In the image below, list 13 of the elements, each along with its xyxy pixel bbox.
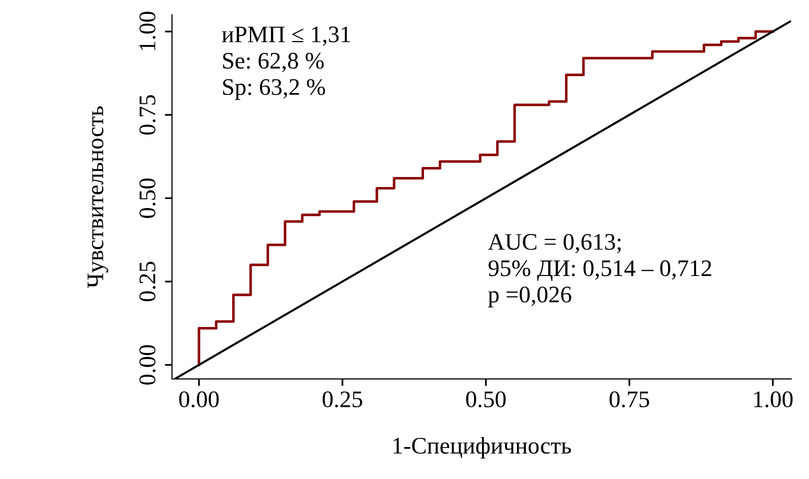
annotation: AUC = 0,613; 95% ДИ: 0,514 – 0,712 p =0,026 [488, 234, 712, 308]
y-tick-label: 0.25 [139, 262, 156, 302]
x-tick-label: 0.75 [610, 391, 650, 408]
y-tick-label: 0.50 [139, 178, 156, 218]
y-tick-label: 1.00 [139, 12, 156, 50]
x-tick-label: 0.25 [322, 391, 362, 408]
annotation: иРМП ≤ 1,31 Se: 62,8 % Sp: 63,2 % [222, 26, 350, 100]
y-axis-title: Чувствительность [88, 106, 108, 288]
x-axis-title: 1-Специфичность [394, 437, 571, 459]
x-tick-label: 0.00 [179, 391, 219, 408]
x-tick-label: 0.50 [466, 391, 506, 408]
y-tick-label: 0.75 [139, 95, 156, 135]
x-tick-label: 1.00 [754, 391, 793, 408]
